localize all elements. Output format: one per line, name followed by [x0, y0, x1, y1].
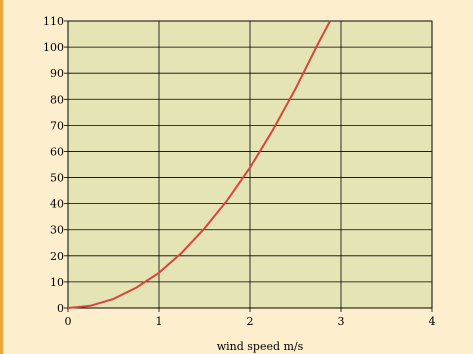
x-tick-label: 1: [156, 315, 163, 328]
x-tick-label: 4: [429, 315, 436, 328]
grid-layer: [67, 20, 433, 309]
x-tick-label: 3: [338, 315, 345, 328]
y-tick-label: 110: [43, 15, 64, 28]
y-tick-label: 40: [50, 198, 64, 211]
y-tick-label: 70: [50, 119, 64, 132]
x-tick-label: 0: [65, 315, 72, 328]
y-tick-label: 0: [57, 302, 64, 315]
left-accent-bar: [0, 0, 3, 354]
y-tick-label: 30: [50, 224, 64, 237]
y-tick-label: 10: [50, 276, 64, 289]
tick-labels: 0 10 20 30 40 50 60 70 80 90 100 110 0 1 2 3 4: [43, 15, 436, 328]
y-tick-label: 20: [50, 250, 64, 263]
series-line: [67, 20, 331, 309]
y-tick-label: 80: [50, 93, 64, 106]
y-tick-label: 100: [43, 41, 64, 54]
axis-layer: [64, 20, 433, 312]
series-layer: [67, 20, 331, 309]
y-tick-label: 50: [50, 172, 64, 185]
y-tick-label: 60: [50, 145, 64, 158]
x-axis-title: wind speed m/s: [217, 340, 304, 353]
plot-border: [67, 20, 433, 309]
y-tick-label: 90: [50, 67, 64, 80]
x-tick-label: 2: [247, 315, 254, 328]
